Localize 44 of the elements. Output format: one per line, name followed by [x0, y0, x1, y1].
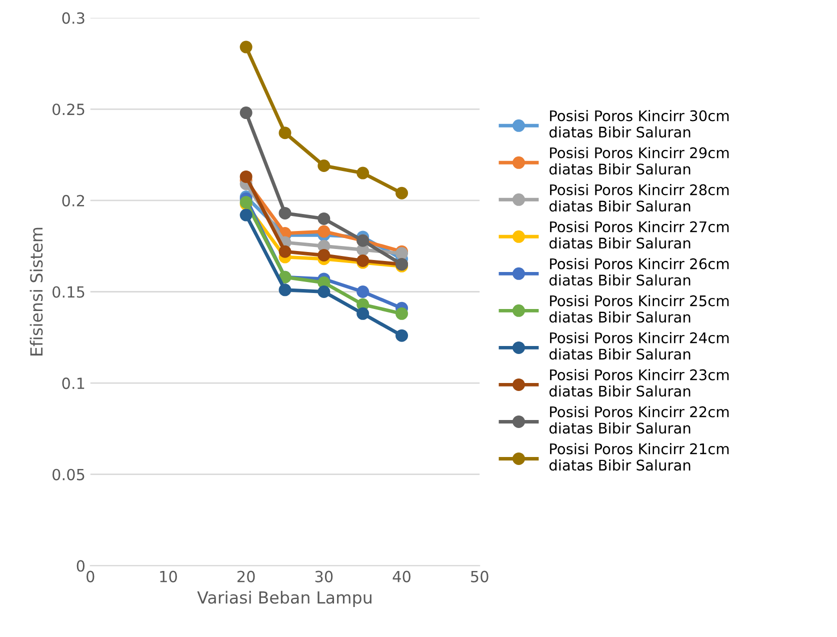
point [278, 245, 292, 258]
legend-label: Posisi Poros Kincirr 23cm diatas Bibir Saluran [549, 369, 729, 397]
point [240, 40, 252, 54]
legend-label: Posisi Poros Kincirr 25cm diatas Bibir Saluran [549, 295, 729, 323]
point [318, 225, 330, 238]
legend-label: Posisi Poros Kincirr 24cm diatas Bibir Saluran [549, 332, 729, 360]
legend-label: Posisi Poros Kincirr 30cm diatas Bibir Saluran [549, 110, 729, 138]
x-tick-label: 10 [160, 570, 177, 582]
x-tick-label: 50 [471, 570, 488, 582]
x-tick-label: 20 [237, 570, 255, 582]
legend-label: Posisi Poros Kincirr 28cm diatas Bibir Saluran [549, 184, 729, 212]
point [240, 170, 252, 183]
legend-label: Posisi Poros Kincirr 27cm diatas Bibir Saluran [549, 221, 729, 249]
x-axis-title: Variasi Beban Lampu [197, 590, 372, 607]
point [240, 208, 252, 222]
point [278, 206, 292, 220]
legend-label: Posisi Poros Kincirr 29cm diatas Bibir Saluran [549, 147, 729, 175]
y-tick-label: 0.25 [52, 104, 84, 116]
point [356, 307, 370, 320]
point [318, 248, 330, 262]
y-tick-label: 0.3 [62, 12, 84, 24]
point [356, 285, 370, 298]
point [318, 212, 330, 225]
legend-label: Posisi Poros Kincirr 22cm diatas Bibir Saluran [549, 406, 729, 434]
y-tick-label: 0.1 [62, 378, 84, 390]
y-tick-label: 0.05 [52, 468, 84, 480]
point [396, 307, 408, 320]
point [240, 106, 252, 120]
point [318, 159, 330, 172]
point [278, 126, 292, 140]
x-tick-label: 30 [315, 570, 333, 582]
x-tick-label: 40 [392, 570, 410, 582]
point [318, 285, 330, 298]
point [396, 329, 408, 342]
point [396, 186, 408, 200]
y-axis-title: Efisiensi Sistem [30, 228, 43, 356]
x-tick-label: 0 [86, 570, 94, 582]
y-tick-label: 0.2 [62, 194, 84, 206]
y-tick-label: 0 [76, 560, 85, 572]
point [278, 284, 292, 296]
legend-label: Posisi Poros Kincirr 21cm diatas Bibir Saluran [549, 443, 729, 471]
point [356, 166, 370, 180]
legend-label: Posisi Poros Kincirr 26cm diatas Bibir Saluran [549, 258, 729, 286]
y-tick-label: 0.15 [52, 286, 84, 298]
